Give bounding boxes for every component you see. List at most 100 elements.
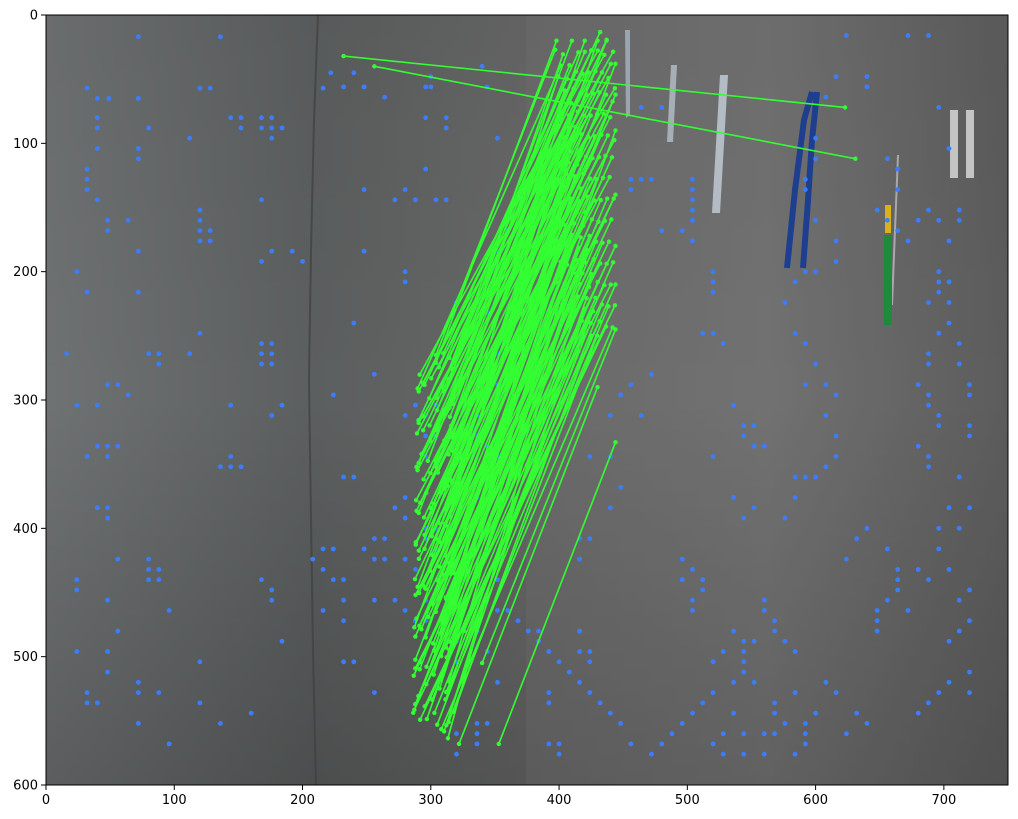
keypoint-dot — [833, 433, 839, 439]
match-endpoint — [430, 641, 436, 646]
match-endpoint — [413, 702, 418, 707]
keypoint-dot — [474, 721, 480, 726]
keypoint-dot — [874, 628, 880, 634]
keypoint-dot — [618, 721, 624, 726]
match-endpoint — [456, 741, 462, 747]
keypoint-dot — [166, 741, 172, 747]
keypoint-dot — [361, 546, 367, 552]
keypoint-dot — [330, 577, 336, 583]
match-endpoint — [562, 88, 567, 93]
match-line — [435, 40, 608, 468]
match-endpoint — [440, 384, 445, 390]
keypoint-dot — [802, 341, 808, 346]
match-endpoint — [612, 303, 618, 308]
keypoint-dot — [587, 690, 593, 695]
keypoint-dot — [710, 289, 716, 295]
match-line — [424, 194, 617, 589]
keypoint-dot — [649, 751, 654, 757]
match-endpoint — [372, 64, 377, 69]
match-endpoint — [560, 240, 566, 245]
keypoint-dot — [690, 710, 695, 716]
match-line — [416, 65, 562, 389]
keypoint-dot — [105, 505, 110, 511]
match-line — [450, 40, 586, 426]
keypoint-dot — [802, 269, 808, 275]
match-endpoint — [445, 736, 451, 741]
match-endpoint — [577, 148, 582, 153]
keypoint-dot — [259, 341, 264, 346]
keypoint-dot — [351, 474, 357, 480]
match-endpoint — [436, 564, 442, 569]
keypoint-dot — [741, 638, 747, 644]
keypoint-dot — [94, 505, 100, 511]
match-endpoint — [417, 372, 422, 377]
keypoint-dot — [946, 146, 952, 151]
keypoint-dot — [967, 669, 972, 675]
keypoint-dot — [628, 187, 634, 192]
match-endpoint — [420, 380, 426, 386]
keypoint-dot — [638, 176, 644, 182]
keypoint-dot — [454, 751, 459, 757]
keypoint-dot — [361, 248, 367, 254]
keypoint-dot — [156, 351, 162, 357]
keypoint-dot — [895, 166, 901, 172]
keypoint-dot — [813, 217, 818, 223]
match-endpoint — [602, 52, 607, 58]
keypoint-dot — [238, 464, 244, 470]
keypoint-dot — [956, 597, 962, 603]
match-endpoint — [577, 282, 583, 287]
keypoint-dot — [792, 649, 798, 654]
keypoint-dot — [228, 454, 234, 459]
match-line — [412, 303, 564, 714]
keypoint-dot — [146, 556, 152, 562]
match-endpoint — [613, 243, 618, 249]
match-endpoint — [413, 657, 418, 662]
keypoint-dot — [956, 525, 962, 531]
match-endpoint — [567, 196, 573, 201]
match-endpoint — [433, 536, 439, 541]
match-endpoint — [414, 431, 420, 436]
match-endpoint — [582, 113, 587, 118]
keypoint-dot — [484, 721, 490, 726]
keypoint-dot — [320, 608, 326, 613]
keypoint-dot — [320, 85, 326, 91]
keypoint-dot — [187, 351, 193, 357]
keypoint-dot — [864, 525, 870, 531]
keypoint-dot — [946, 679, 952, 685]
keypoint-dot — [423, 84, 429, 90]
keypoint-dot — [197, 85, 203, 91]
match-line — [343, 55, 846, 109]
match-endpoint — [576, 198, 582, 204]
keypoint-dot — [967, 690, 972, 695]
keypoint-dot — [413, 567, 418, 572]
keypoint-dot — [64, 351, 69, 357]
keypoint-dot — [915, 217, 921, 223]
match-endpoint — [587, 176, 593, 181]
match-endpoint — [597, 90, 602, 95]
keypoint-dot — [84, 454, 90, 459]
match-endpoint — [605, 196, 610, 201]
keypoint-dot — [74, 269, 80, 275]
keypoint-dot — [741, 659, 747, 665]
keypoint-dot — [782, 638, 788, 644]
keypoint-dot — [105, 217, 110, 223]
keypoint-dot — [428, 84, 434, 90]
match-endpoint — [566, 113, 572, 118]
keypoint-dot — [936, 690, 942, 695]
wall-crack — [307, 15, 319, 785]
keypoint-dot — [587, 536, 593, 541]
keypoint-dot — [156, 361, 162, 367]
keypoint-dot — [320, 546, 326, 552]
keypoint-dot — [84, 289, 90, 295]
match-endpoint — [447, 414, 453, 420]
keypoint-dot — [351, 320, 357, 326]
match-line — [444, 306, 610, 700]
keypoint-dot — [936, 330, 942, 336]
keypoint-dot — [782, 721, 788, 726]
keypoint-dot — [279, 638, 285, 644]
matches-layer — [341, 29, 858, 747]
keypoint-dot — [207, 238, 213, 244]
keypoint-dot — [761, 443, 767, 449]
match-endpoint — [421, 515, 427, 520]
keypoint-dot — [94, 197, 100, 203]
